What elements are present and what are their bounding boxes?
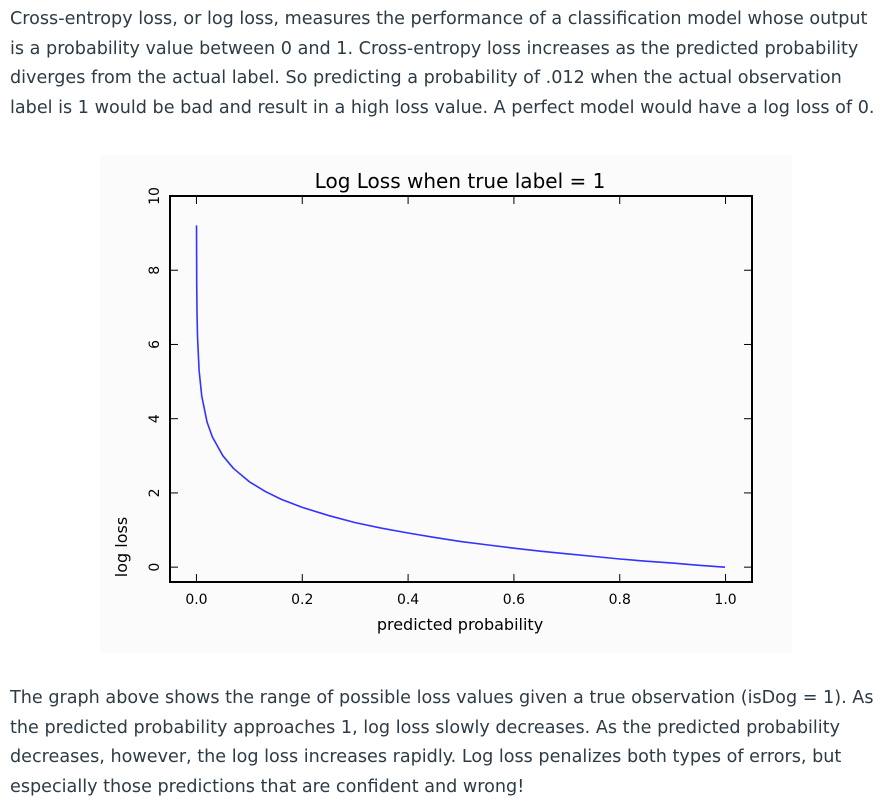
x-axis-title: predicted probability <box>377 615 543 634</box>
ticks-layer: 0.0 0.2 0.4 0.6 0.8 1.0 0 2 4 6 8 10 <box>147 187 752 608</box>
x-tick-label: 0.8 <box>609 592 631 608</box>
x-tick-label: 0.6 <box>503 592 525 608</box>
y-tick-label: 0 <box>147 563 163 572</box>
x-tick-label: 0.4 <box>397 592 419 608</box>
y-tick-label: 4 <box>147 414 163 423</box>
x-tick-label: 0.2 <box>291 592 313 608</box>
y-axis-title: log loss <box>112 517 131 577</box>
chart-canvas: Log Loss when true label = 1 0.0 0.2 0.4 0.… <box>112 169 753 634</box>
plot-frame <box>169 195 753 583</box>
log-loss-chart: Log Loss when true label = 1 0.0 0.2 0.4 0.… <box>100 155 792 653</box>
outro-paragraph: The graph above shows the range of possi… <box>10 688 874 797</box>
log-loss-series-line <box>195 225 726 568</box>
series-layer <box>195 225 726 568</box>
y-tick-label: 8 <box>147 266 163 275</box>
x-tick-label: 0.0 <box>185 592 207 608</box>
y-tick-label: 10 <box>147 187 163 205</box>
x-tick-label: 1.0 <box>714 592 736 608</box>
y-tick-label: 2 <box>147 488 163 497</box>
intro-paragraph: Cross-entropy loss, or log loss, measure… <box>10 9 875 118</box>
y-tick-label: 6 <box>147 340 163 349</box>
chart-title: Log Loss when true label = 1 <box>315 169 606 193</box>
